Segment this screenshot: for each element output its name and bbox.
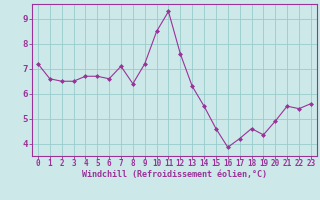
X-axis label: Windchill (Refroidissement éolien,°C): Windchill (Refroidissement éolien,°C) — [82, 170, 267, 179]
